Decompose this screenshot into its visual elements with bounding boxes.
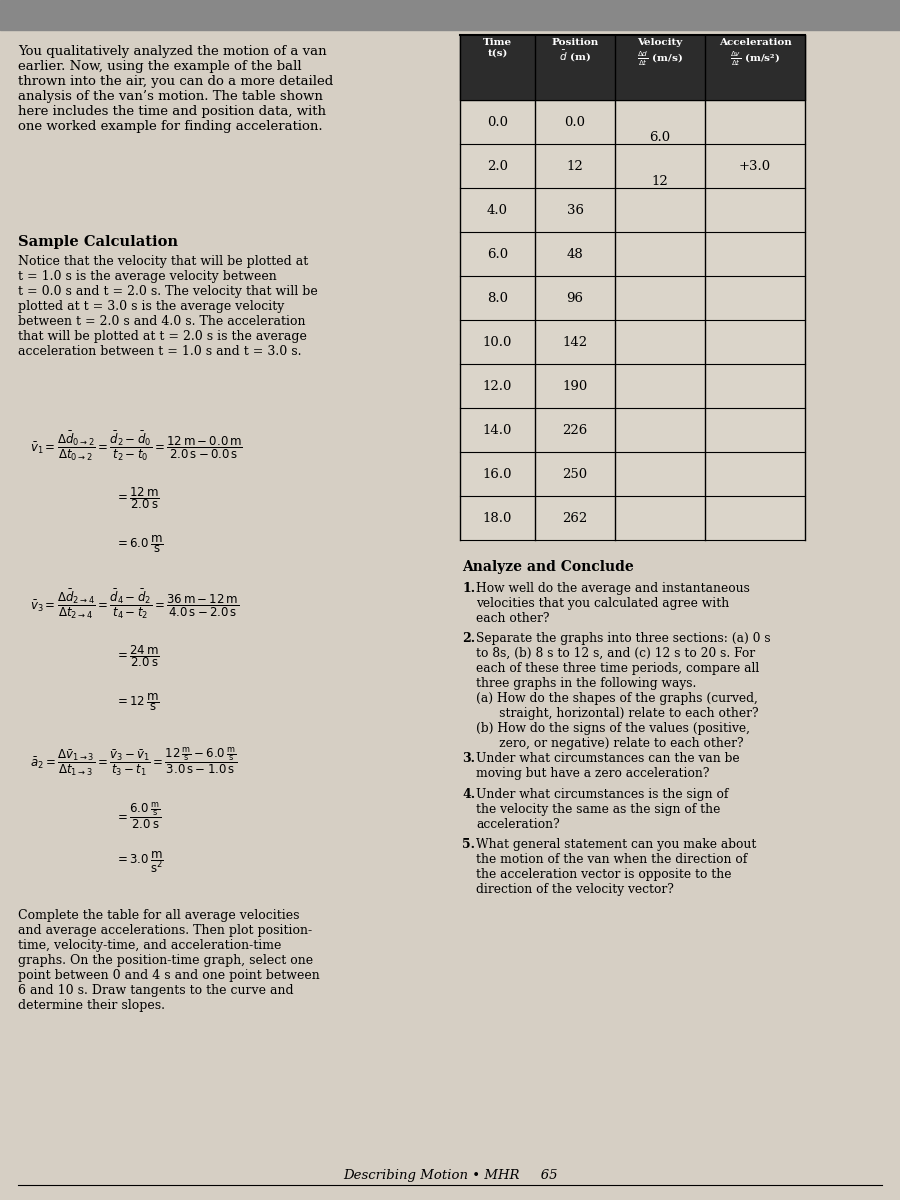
Bar — [460, 232, 805, 276]
Text: $\bar{v}_3 = \dfrac{\Delta\bar{d}_{2\to4}}{\Delta t_{2\to4}} = \dfrac{\bar{d}_4 : $\bar{v}_3 = \dfrac{\Delta\bar{d}_{2\to4… — [30, 588, 239, 622]
Text: 8.0: 8.0 — [487, 292, 508, 305]
Text: Separate the graphs into three sections: (a) 0 s
to 8s, (b) 8 s to 12 s, and (c): Separate the graphs into three sections:… — [476, 632, 770, 750]
Text: 6.0: 6.0 — [487, 247, 508, 260]
Text: 10.0: 10.0 — [482, 336, 512, 348]
Text: Describing Motion • MHR     65: Describing Motion • MHR 65 — [343, 1169, 557, 1182]
Text: 12.0: 12.0 — [482, 379, 512, 392]
Text: 250: 250 — [562, 468, 588, 480]
Bar — [460, 188, 805, 232]
Bar — [460, 496, 805, 540]
Text: +3.0: +3.0 — [739, 160, 771, 173]
Text: Notice that the velocity that will be plotted at
t = 1.0 s is the average veloci: Notice that the velocity that will be pl… — [18, 254, 318, 358]
Text: $= 12\,\dfrac{\mathrm{m}}{\mathrm{s}}$: $= 12\,\dfrac{\mathrm{m}}{\mathrm{s}}$ — [115, 691, 159, 713]
Text: 2.: 2. — [462, 632, 475, 646]
Text: 14.0: 14.0 — [482, 424, 512, 437]
Text: 12: 12 — [567, 160, 583, 173]
Text: $= \dfrac{12\,\mathrm{m}}{2.0\,\mathrm{s}}$: $= \dfrac{12\,\mathrm{m}}{2.0\,\mathrm{s… — [115, 485, 159, 511]
Bar — [460, 364, 805, 408]
Bar — [460, 100, 805, 144]
Text: 4.: 4. — [462, 788, 475, 802]
Text: 226: 226 — [562, 424, 588, 437]
Text: How well do the average and instantaneous
velocities that you calculated agree w: How well do the average and instantaneou… — [476, 582, 750, 625]
Text: You qualitatively analyzed the motion of a van
earlier. Now, using the example o: You qualitatively analyzed the motion of… — [18, 44, 333, 133]
Text: Sample Calculation: Sample Calculation — [18, 235, 178, 248]
Text: 16.0: 16.0 — [482, 468, 512, 480]
Text: 0.0: 0.0 — [487, 115, 508, 128]
Text: 2.0: 2.0 — [487, 160, 508, 173]
Text: What general statement can you make about
the motion of the van when the directi: What general statement can you make abou… — [476, 838, 756, 896]
Bar — [460, 408, 805, 452]
Text: 5.: 5. — [462, 838, 475, 851]
Text: 6.0: 6.0 — [650, 131, 670, 144]
Text: Under what circumstances is the sign of
the velocity the same as the sign of the: Under what circumstances is the sign of … — [476, 788, 728, 830]
Text: Time
t(s): Time t(s) — [483, 38, 512, 58]
Text: 96: 96 — [566, 292, 583, 305]
Text: Complete the table for all average velocities
and average accelerations. Then pl: Complete the table for all average veloc… — [18, 910, 319, 1012]
Text: Acceleration
$\frac{\Delta v}{\Delta t}$ (m/s²): Acceleration $\frac{\Delta v}{\Delta t}$… — [718, 38, 791, 68]
Text: 1.: 1. — [462, 582, 475, 595]
Text: 4.0: 4.0 — [487, 204, 508, 216]
Text: 48: 48 — [567, 247, 583, 260]
Text: Position
$\bar{d}$ (m): Position $\bar{d}$ (m) — [552, 38, 599, 65]
Text: 36: 36 — [566, 204, 583, 216]
Text: 18.0: 18.0 — [482, 511, 512, 524]
Text: $= \dfrac{24\,\mathrm{m}}{2.0\,\mathrm{s}}$: $= \dfrac{24\,\mathrm{m}}{2.0\,\mathrm{s… — [115, 643, 159, 668]
Text: $= \dfrac{6.0\,\frac{\mathrm{m}}{\mathrm{s}}}{2.0\,\mathrm{s}}$: $= \dfrac{6.0\,\frac{\mathrm{m}}{\mathrm… — [115, 802, 161, 832]
Text: Analyze and Conclude: Analyze and Conclude — [462, 560, 634, 574]
Text: 262: 262 — [562, 511, 588, 524]
Text: Under what circumstances can the van be
moving but have a zero acceleration?: Under what circumstances can the van be … — [476, 752, 740, 780]
Text: $= 6.0\,\dfrac{\mathrm{m}}{\mathrm{s}}$: $= 6.0\,\dfrac{\mathrm{m}}{\mathrm{s}}$ — [115, 533, 164, 554]
Text: 190: 190 — [562, 379, 588, 392]
Text: $= 3.0\,\dfrac{\mathrm{m}}{\mathrm{s}^2}$: $= 3.0\,\dfrac{\mathrm{m}}{\mathrm{s}^2}… — [115, 850, 164, 875]
Bar — [460, 452, 805, 496]
Bar — [0, 0, 900, 30]
Bar — [460, 276, 805, 320]
Text: 3.: 3. — [462, 752, 475, 766]
Text: 142: 142 — [562, 336, 588, 348]
Bar — [460, 320, 805, 364]
Text: 12: 12 — [652, 175, 669, 188]
Bar — [460, 35, 805, 100]
Bar — [460, 144, 805, 188]
Text: $\bar{a}_2 = \dfrac{\Delta\bar{v}_{1\to3}}{\Delta t_{1\to3}} = \dfrac{\bar{v}_3 : $\bar{a}_2 = \dfrac{\Delta\bar{v}_{1\to3… — [30, 746, 238, 779]
Text: $\bar{v}_1 = \dfrac{\Delta\bar{d}_{0\to2}}{\Delta t_{0\to2}} = \dfrac{\bar{d}_2 : $\bar{v}_1 = \dfrac{\Delta\bar{d}_{0\to2… — [30, 430, 243, 463]
Text: 0.0: 0.0 — [564, 115, 586, 128]
Text: Velocity
$\frac{\Delta d}{\Delta t}$ (m/s): Velocity $\frac{\Delta d}{\Delta t}$ (m/… — [637, 38, 683, 68]
